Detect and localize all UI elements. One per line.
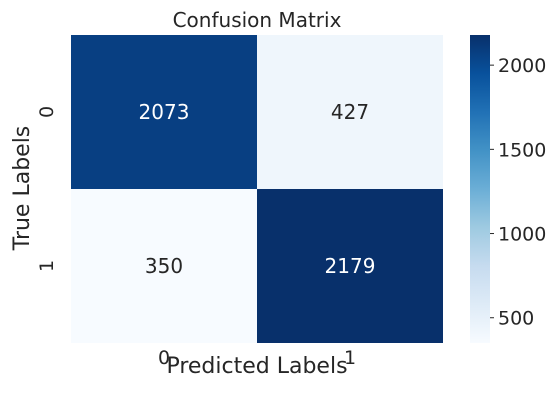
heatmap-cell-0-0 [71,35,257,189]
colorbar-ticks: 500 1000 1500 2000 [490,55,546,330]
cell-value-label-1-0: 350 [145,254,183,278]
cell-value-label-0-0: 2073 [139,100,190,124]
chart-title: Confusion Matrix [173,8,342,32]
cell-value-label-1-1: 2179 [325,254,376,278]
colorbar-tick-label-1: 1000 [498,224,546,246]
y-tick-label-1: 1 [36,260,58,272]
colorbar-tick-label-2: 1500 [498,139,546,161]
heatmap-cells: 2073 427 350 2179 [71,35,443,343]
colorbar-tick-label-0: 500 [498,308,534,330]
x-tick-label-0: 0 [158,347,170,369]
x-tick-label-1: 1 [344,347,356,369]
cell-value-label-0-1: 427 [331,100,369,124]
heatmap-cell-0-1 [257,35,443,189]
y-axis-label: True Labels [10,126,35,252]
colorbar [470,35,490,343]
x-axis-label: Predicted Labels [166,354,347,379]
heatmap-cell-1-0 [71,189,257,343]
y-tick-labels: 01 [36,106,58,272]
colorbar-tick-label-3: 2000 [498,55,546,77]
y-tick-label-0: 0 [36,106,58,118]
heatmap-cell-1-1 [257,189,443,343]
